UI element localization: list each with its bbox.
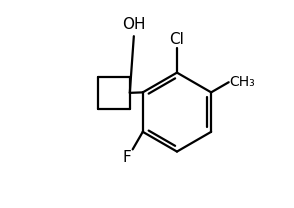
Text: Cl: Cl — [170, 32, 184, 47]
Text: F: F — [123, 150, 132, 165]
Text: OH: OH — [122, 17, 146, 32]
Text: CH₃: CH₃ — [230, 75, 255, 89]
